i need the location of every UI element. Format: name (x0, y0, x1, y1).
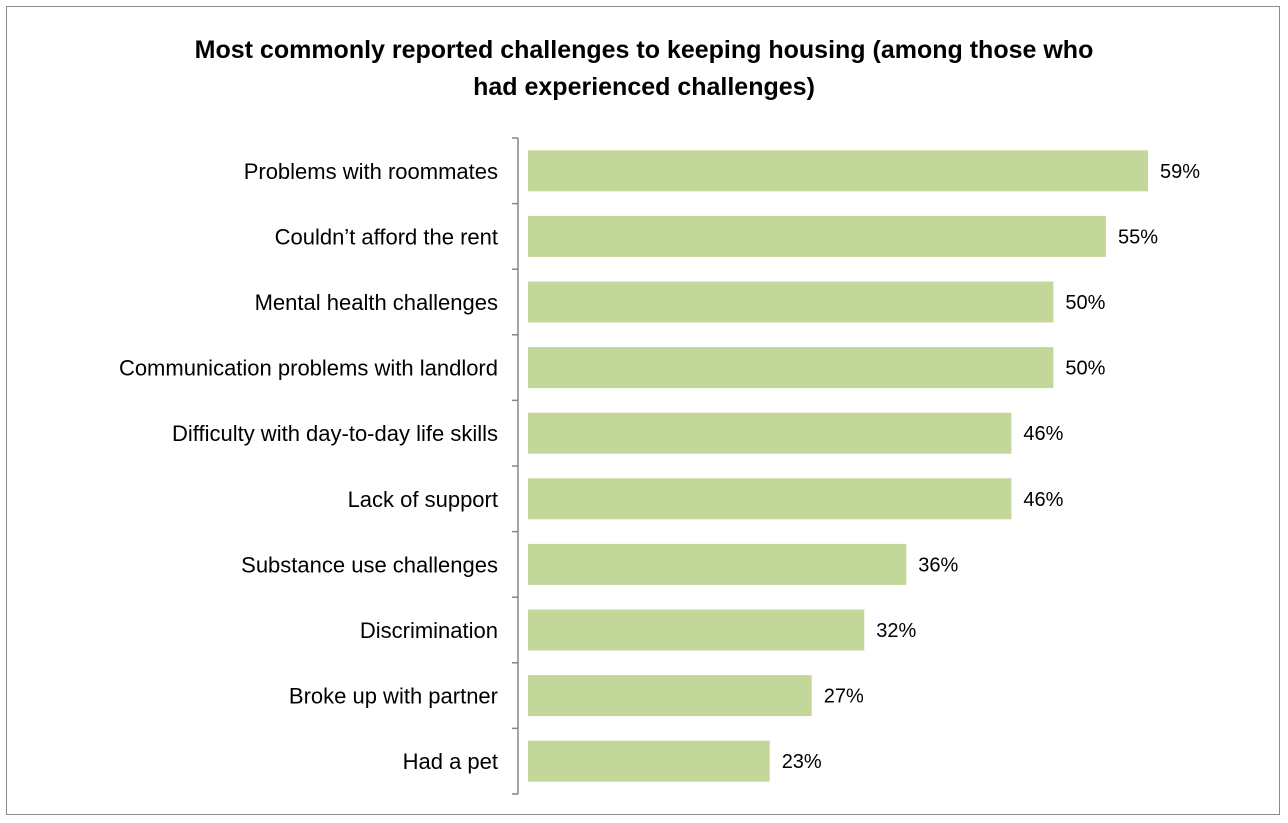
category-label: Mental health challenges (255, 290, 498, 315)
data-label: 50% (1065, 292, 1105, 314)
category-label: Problems with roommates (244, 159, 498, 184)
category-label: Lack of support (348, 487, 498, 512)
bar (528, 347, 1054, 389)
bar (528, 412, 1012, 454)
category-label: Had a pet (403, 749, 498, 774)
category-label: Communication problems with landlord (119, 356, 498, 381)
data-label: 46% (1023, 489, 1063, 511)
data-label: 32% (876, 620, 916, 642)
category-label: Difficulty with day-to-day life skills (172, 421, 498, 446)
category-label: Couldn’t afford the rent (275, 224, 498, 249)
category-label: Broke up with partner (289, 684, 498, 709)
data-label: 59% (1160, 161, 1200, 183)
chart-title: Most commonly reported challenges to kee… (0, 32, 1288, 106)
bar (528, 740, 770, 782)
bar (528, 478, 1012, 520)
chart-title-line-2: had experienced challenges) (473, 73, 815, 101)
bar (528, 215, 1106, 257)
bar (528, 543, 907, 585)
data-label: 36% (918, 554, 958, 576)
bar (528, 609, 865, 651)
bar (528, 281, 1054, 323)
chart-title-line-1: Most commonly reported challenges to kee… (194, 36, 1094, 64)
category-label: Discrimination (360, 618, 498, 643)
data-label: 27% (824, 686, 864, 708)
category-label: Substance use challenges (241, 552, 498, 577)
bar (528, 150, 1148, 192)
data-label: 46% (1023, 423, 1063, 445)
data-label: 55% (1118, 226, 1158, 248)
data-label: 23% (782, 751, 822, 773)
data-label: 50% (1065, 358, 1105, 380)
bar (528, 675, 812, 717)
